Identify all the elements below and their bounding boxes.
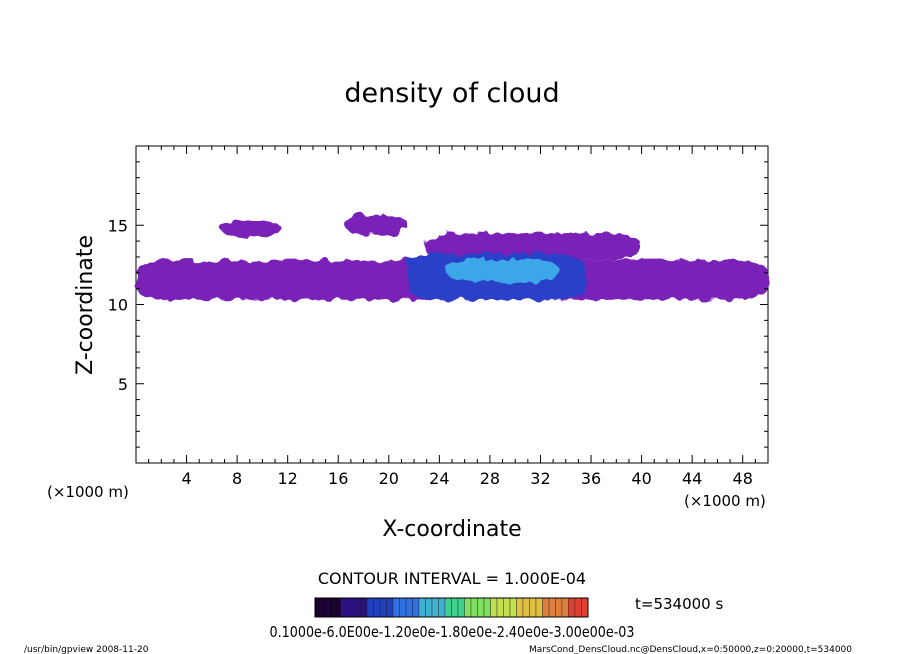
x-tick-label: 36 <box>581 469 601 488</box>
x-tick-label: 40 <box>631 469 651 488</box>
colorbar-cell <box>457 597 465 618</box>
x-tick-label: 28 <box>480 469 500 488</box>
chart-title: density of cloud <box>344 78 559 109</box>
colorbar-cell <box>392 597 400 618</box>
x-tick-label: 48 <box>733 469 753 488</box>
y-tick-labels: 5 10 15 <box>108 216 128 394</box>
cloud-region-3 <box>424 233 642 261</box>
x-tick-label: 20 <box>379 469 399 488</box>
colorbar-cell <box>340 597 348 618</box>
colorbar-cell <box>373 597 381 618</box>
colorbar-cell <box>496 597 504 618</box>
colorbar-cell <box>399 597 407 618</box>
cloud-density-field <box>136 214 768 300</box>
x-tick-label: 12 <box>278 469 298 488</box>
colorbar-cell <box>334 597 342 618</box>
cloud-region-2 <box>344 214 408 235</box>
colorbar-cell <box>425 597 433 618</box>
colorbar-cell <box>535 597 543 618</box>
colorbar-cell <box>418 597 426 618</box>
colorbar-cell <box>542 597 550 618</box>
x-tick-label: 24 <box>429 469 449 488</box>
colorbar-cell <box>509 597 517 618</box>
x-tick-label: 16 <box>328 469 348 488</box>
x-axis-label: X-coordinate <box>382 517 521 542</box>
colorbar-cell <box>360 597 368 618</box>
colorbar-cell <box>503 597 511 618</box>
cloud-region-1 <box>220 220 282 237</box>
colorbar-cell <box>483 597 491 618</box>
colorbar-cell <box>431 597 439 618</box>
y-tick-label: 10 <box>108 296 128 315</box>
colorbar-cell <box>366 597 374 618</box>
colorbar-cell <box>516 597 524 618</box>
x-tick-label: 8 <box>232 469 242 488</box>
x-unit-left: (×1000 m) <box>47 483 129 501</box>
colorbar-cell <box>412 597 420 618</box>
footer-left: /usr/bin/gpview 2008-11-20 <box>24 645 149 654</box>
plot-area <box>135 145 769 464</box>
colorbar-cell <box>405 597 413 618</box>
x-tick-labels: 4 8 12 16 20 24 28 32 36 40 44 48 <box>181 469 752 488</box>
colorbar-cell <box>379 597 387 618</box>
colorbar-cell <box>438 597 446 618</box>
colorbar-cell <box>321 597 329 618</box>
colorbar-cell <box>477 597 485 618</box>
x-unit-right: (×1000 m) <box>684 492 766 510</box>
colorbar-cell <box>386 597 394 618</box>
colorbar-cell <box>568 597 576 618</box>
colorbar-labels: 0.1000e-6.0E00e-1.20e0e-1.80e0e-2.40e0e-… <box>270 623 635 641</box>
footer-right: MarsCond_DensCloud.nc@DensCloud,x=0:5000… <box>529 645 852 654</box>
plot-frame <box>135 145 769 464</box>
colorbar <box>314 597 589 618</box>
y-tick-label: 5 <box>118 375 128 394</box>
colorbar-cell <box>353 597 361 618</box>
colorbar-cell <box>581 597 589 618</box>
colorbar-cell <box>574 597 582 618</box>
time-label: t=534000 s <box>635 595 723 613</box>
colorbar-cell <box>314 597 322 618</box>
colorbar-cell <box>548 597 556 618</box>
contour-interval: CONTOUR INTERVAL = 1.000E-04 <box>318 569 586 588</box>
colorbar-cell <box>490 597 498 618</box>
x-tick-label: 44 <box>682 469 702 488</box>
x-tick-label: 4 <box>181 469 191 488</box>
x-tick-label: 32 <box>530 469 550 488</box>
colorbar-cell <box>561 597 569 618</box>
colorbar-cell <box>451 597 459 618</box>
colorbar-frame <box>314 597 589 618</box>
colorbar-cell <box>470 597 478 618</box>
cloud-region-5 <box>445 258 560 283</box>
colorbar-cell <box>327 597 335 618</box>
colorbar-cell <box>522 597 530 618</box>
colorbar-cell <box>444 597 452 618</box>
y-axis-label: Z-coordinate <box>73 235 98 375</box>
colorbar-cell <box>555 597 563 618</box>
colorbar-cell <box>529 597 537 618</box>
axis-ticks <box>136 146 768 463</box>
colorbar-cell <box>464 597 472 618</box>
colorbar-cell <box>347 597 355 618</box>
y-tick-label: 15 <box>108 216 128 235</box>
